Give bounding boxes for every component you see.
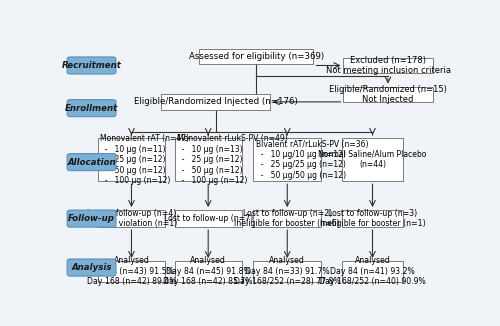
Text: Bivalent rAT/rLukS-PV (n=36)
  -   10 µg/10 µg (n=12)
  -   25 µg/25 µg (n=12)
 : Bivalent rAT/rLukS-PV (n=36) - 10 µg/10 … xyxy=(256,140,368,180)
Text: Allocation: Allocation xyxy=(67,157,116,167)
Text: Lost to follow-up (n=7): Lost to follow-up (n=7) xyxy=(164,214,253,223)
Text: Normal Saline/Alum Placebo
(n=44): Normal Saline/Alum Placebo (n=44) xyxy=(318,150,426,169)
Text: Analysed
Day 84 (n=43) 91.5%
Day 168 (n=42) 89.4%: Analysed Day 84 (n=43) 91.5% Day 168 (n=… xyxy=(86,257,176,286)
Text: Eligible/Randomized Injected (n=176): Eligible/Randomized Injected (n=176) xyxy=(134,97,298,106)
FancyBboxPatch shape xyxy=(344,58,432,73)
FancyBboxPatch shape xyxy=(254,138,321,181)
FancyBboxPatch shape xyxy=(67,100,116,117)
Text: Analysed
Day 84 (n=41) 93.2%
Day 168/252 (n=40) 90.9%: Analysed Day 84 (n=41) 93.2% Day 168/252… xyxy=(319,257,426,286)
FancyBboxPatch shape xyxy=(98,210,165,227)
Text: Enrollment: Enrollment xyxy=(65,104,118,113)
FancyBboxPatch shape xyxy=(342,138,403,181)
FancyBboxPatch shape xyxy=(254,210,321,227)
Text: Monovalent rLukS-PV (n=49)
  -   10 µg (n=13)
  -   25 µg (n=12)
  -   50 µg (n=: Monovalent rLukS-PV (n=49) - 10 µg (n=13… xyxy=(177,134,288,185)
Text: Lost to follow-up (n=4)
Protocol violation (n=1): Lost to follow-up (n=4) Protocol violati… xyxy=(86,209,178,228)
Text: Eligible/Randomized (n=15)
Not Injected: Eligible/Randomized (n=15) Not Injected xyxy=(329,85,447,104)
FancyBboxPatch shape xyxy=(67,210,116,227)
Text: Excluded (n=178)
Not meeting inclusion criteria: Excluded (n=178) Not meeting inclusion c… xyxy=(326,56,450,75)
FancyBboxPatch shape xyxy=(344,87,432,102)
FancyBboxPatch shape xyxy=(67,154,116,170)
Text: Analysis: Analysis xyxy=(72,263,112,272)
FancyBboxPatch shape xyxy=(98,138,165,181)
FancyBboxPatch shape xyxy=(254,261,321,282)
Text: Assessed for eligibility (n=369): Assessed for eligibility (n=369) xyxy=(188,52,324,61)
Text: Analysed
Day 84 (n=45) 91.8%
Day 168 (n=42) 85.7%: Analysed Day 84 (n=45) 91.8% Day 168 (n=… xyxy=(164,257,253,286)
FancyBboxPatch shape xyxy=(98,261,165,282)
Text: Analysed
Day 84 (n=33) 91.7%
Day 168/252 (n=28) 77.8%: Analysed Day 84 (n=33) 91.7% Day 168/252… xyxy=(234,257,340,286)
Text: Recruitment: Recruitment xyxy=(62,61,122,70)
Text: Monovalent rAT (n=47)
  -   10 µg (n=11)
  -   25 µg (n=12)
  -   50 µg (n=12)
 : Monovalent rAT (n=47) - 10 µg (n=11) - 2… xyxy=(100,134,190,185)
FancyBboxPatch shape xyxy=(342,261,403,282)
Text: Lost to follow-up (n=2)
Ineligible for booster (n=6): Lost to follow-up (n=2) Ineligible for b… xyxy=(234,209,340,228)
FancyBboxPatch shape xyxy=(175,261,242,282)
FancyBboxPatch shape xyxy=(342,210,403,227)
Text: Follow-up: Follow-up xyxy=(68,214,115,223)
FancyBboxPatch shape xyxy=(162,94,270,110)
FancyBboxPatch shape xyxy=(199,49,314,65)
FancyBboxPatch shape xyxy=(175,138,242,181)
FancyBboxPatch shape xyxy=(175,210,242,227)
FancyBboxPatch shape xyxy=(67,259,116,276)
FancyBboxPatch shape xyxy=(67,57,116,74)
Text: Lost to follow-up (n=3)
Ineligible for booster (n=1): Lost to follow-up (n=3) Ineligible for b… xyxy=(320,209,426,228)
